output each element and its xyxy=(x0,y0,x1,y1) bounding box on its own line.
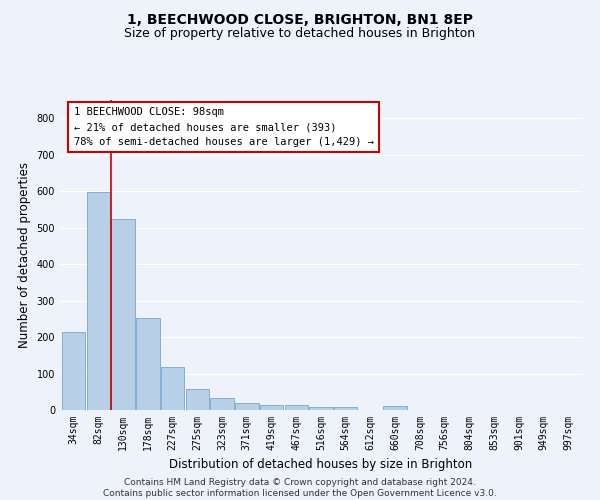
X-axis label: Distribution of detached houses by size in Brighton: Distribution of detached houses by size … xyxy=(169,458,473,471)
Bar xyxy=(161,368,184,410)
Text: Contains HM Land Registry data © Crown copyright and database right 2024.
Contai: Contains HM Land Registry data © Crown c… xyxy=(103,478,497,498)
Bar xyxy=(260,404,283,410)
Bar xyxy=(185,389,209,410)
Y-axis label: Number of detached properties: Number of detached properties xyxy=(18,162,31,348)
Bar xyxy=(136,318,160,410)
Text: Size of property relative to detached houses in Brighton: Size of property relative to detached ho… xyxy=(124,28,476,40)
Bar xyxy=(210,398,234,410)
Bar xyxy=(383,406,407,410)
Bar xyxy=(62,332,85,410)
Bar xyxy=(309,406,333,410)
Bar xyxy=(112,219,135,410)
Text: 1, BEECHWOOD CLOSE, BRIGHTON, BN1 8EP: 1, BEECHWOOD CLOSE, BRIGHTON, BN1 8EP xyxy=(127,12,473,26)
Bar xyxy=(235,404,259,410)
Bar xyxy=(284,405,308,410)
Bar xyxy=(86,192,110,410)
Bar xyxy=(334,407,358,410)
Text: 1 BEECHWOOD CLOSE: 98sqm
← 21% of detached houses are smaller (393)
78% of semi-: 1 BEECHWOOD CLOSE: 98sqm ← 21% of detach… xyxy=(74,108,374,147)
